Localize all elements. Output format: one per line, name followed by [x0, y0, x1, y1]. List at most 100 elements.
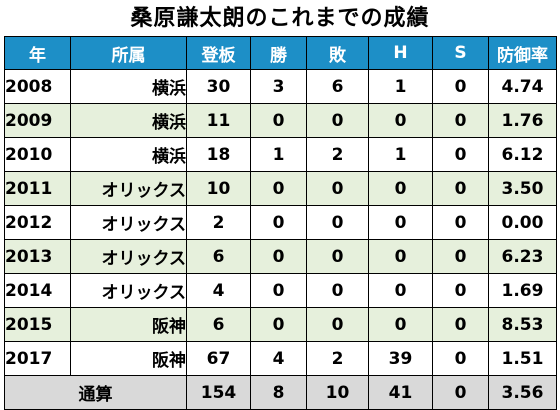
- header-saves: S: [432, 36, 489, 70]
- year-cell: 2013: [4, 239, 71, 274]
- games-cell: 6: [186, 239, 251, 274]
- header-games: 登板: [186, 36, 251, 70]
- holds-cell: 0: [368, 273, 433, 308]
- losses-cell: 0: [306, 171, 369, 206]
- year-cell: 2009: [4, 103, 71, 138]
- year-cell: 2008: [4, 69, 71, 104]
- stats-table: 年 所属 登板 勝 敗 H S 防御率 2008 横浜 30 3 6 1 0 4…: [4, 36, 557, 410]
- games-cell: 30: [186, 69, 251, 104]
- losses-cell: 0: [306, 273, 369, 308]
- saves-cell: 0: [432, 205, 489, 240]
- total-saves-cell: 0: [432, 375, 489, 410]
- wins-cell: 0: [250, 205, 307, 240]
- year-cell: 2010: [4, 137, 71, 172]
- team-cell: 横浜: [70, 103, 187, 138]
- holds-cell: 0: [368, 103, 433, 138]
- table-row: 2008 横浜 30 3 6 1 0 4.74: [4, 69, 557, 104]
- saves-cell: 0: [432, 273, 489, 308]
- wins-cell: 3: [250, 69, 307, 104]
- wins-cell: 0: [250, 103, 307, 138]
- table-row: 2013 オリックス 6 0 0 0 0 6.23: [4, 239, 557, 274]
- losses-cell: 0: [306, 239, 369, 274]
- table-row: 2012 オリックス 2 0 0 0 0 0.00: [4, 205, 557, 240]
- total-wins-cell: 8: [250, 375, 307, 410]
- header-era: 防御率: [488, 36, 557, 70]
- team-cell: 横浜: [70, 69, 187, 104]
- header-row: 年 所属 登板 勝 敗 H S 防御率: [4, 36, 557, 70]
- era-cell: 4.74: [488, 69, 557, 104]
- wins-cell: 0: [250, 273, 307, 308]
- losses-cell: 2: [306, 137, 369, 172]
- wins-cell: 0: [250, 171, 307, 206]
- holds-cell: 39: [368, 341, 433, 376]
- year-cell: 2014: [4, 273, 71, 308]
- saves-cell: 0: [432, 137, 489, 172]
- losses-cell: 2: [306, 341, 369, 376]
- wins-cell: 0: [250, 307, 307, 342]
- header-team: 所属: [70, 36, 187, 70]
- team-cell: 阪神: [70, 307, 187, 342]
- saves-cell: 0: [432, 239, 489, 274]
- saves-cell: 0: [432, 341, 489, 376]
- wins-cell: 4: [250, 341, 307, 376]
- team-cell: 阪神: [70, 341, 187, 376]
- era-cell: 1.76: [488, 103, 557, 138]
- games-cell: 67: [186, 341, 251, 376]
- table-row: 2014 オリックス 4 0 0 0 0 1.69: [4, 273, 557, 308]
- wins-cell: 1: [250, 137, 307, 172]
- saves-cell: 0: [432, 69, 489, 104]
- losses-cell: 6: [306, 69, 369, 104]
- era-cell: 6.23: [488, 239, 557, 274]
- games-cell: 11: [186, 103, 251, 138]
- total-games-cell: 154: [186, 375, 251, 410]
- era-cell: 1.69: [488, 273, 557, 308]
- games-cell: 6: [186, 307, 251, 342]
- table-row: 2017 阪神 67 4 2 39 0 1.51: [4, 341, 557, 376]
- team-cell: 横浜: [70, 137, 187, 172]
- total-era-cell: 3.56: [488, 375, 557, 410]
- total-row: 通算 154 8 10 41 0 3.56: [4, 375, 557, 410]
- total-losses-cell: 10: [306, 375, 369, 410]
- header-year: 年: [4, 36, 71, 70]
- team-cell: オリックス: [70, 171, 187, 206]
- year-cell: 2015: [4, 307, 71, 342]
- year-cell: 2012: [4, 205, 71, 240]
- holds-cell: 0: [368, 307, 433, 342]
- team-cell: オリックス: [70, 205, 187, 240]
- header-wins: 勝: [250, 36, 307, 70]
- holds-cell: 0: [368, 171, 433, 206]
- wins-cell: 0: [250, 239, 307, 274]
- team-cell: オリックス: [70, 273, 187, 308]
- losses-cell: 0: [306, 103, 369, 138]
- era-cell: 3.50: [488, 171, 557, 206]
- holds-cell: 0: [368, 205, 433, 240]
- losses-cell: 0: [306, 307, 369, 342]
- header-holds: H: [368, 36, 433, 70]
- saves-cell: 0: [432, 307, 489, 342]
- table-row: 2010 横浜 18 1 2 1 0 6.12: [4, 137, 557, 172]
- games-cell: 18: [186, 137, 251, 172]
- holds-cell: 0: [368, 239, 433, 274]
- header-losses: 敗: [306, 36, 369, 70]
- total-holds-cell: 41: [368, 375, 433, 410]
- table-row: 2015 阪神 6 0 0 0 0 8.53: [4, 307, 557, 342]
- era-cell: 6.12: [488, 137, 557, 172]
- year-cell: 2017: [4, 341, 71, 376]
- losses-cell: 0: [306, 205, 369, 240]
- saves-cell: 0: [432, 171, 489, 206]
- era-cell: 8.53: [488, 307, 557, 342]
- table-row: 2009 横浜 11 0 0 0 0 1.76: [4, 103, 557, 138]
- era-cell: 1.51: [488, 341, 557, 376]
- holds-cell: 1: [368, 69, 433, 104]
- total-label: 通算: [4, 375, 187, 410]
- saves-cell: 0: [432, 103, 489, 138]
- page-title: 桑原謙太朗のこれまでの成績: [130, 6, 430, 31]
- games-cell: 4: [186, 273, 251, 308]
- games-cell: 2: [186, 205, 251, 240]
- team-cell: オリックス: [70, 239, 187, 274]
- era-cell: 0.00: [488, 205, 557, 240]
- table-row: 2011 オリックス 10 0 0 0 0 3.50: [4, 171, 557, 206]
- games-cell: 10: [186, 171, 251, 206]
- holds-cell: 1: [368, 137, 433, 172]
- year-cell: 2011: [4, 171, 71, 206]
